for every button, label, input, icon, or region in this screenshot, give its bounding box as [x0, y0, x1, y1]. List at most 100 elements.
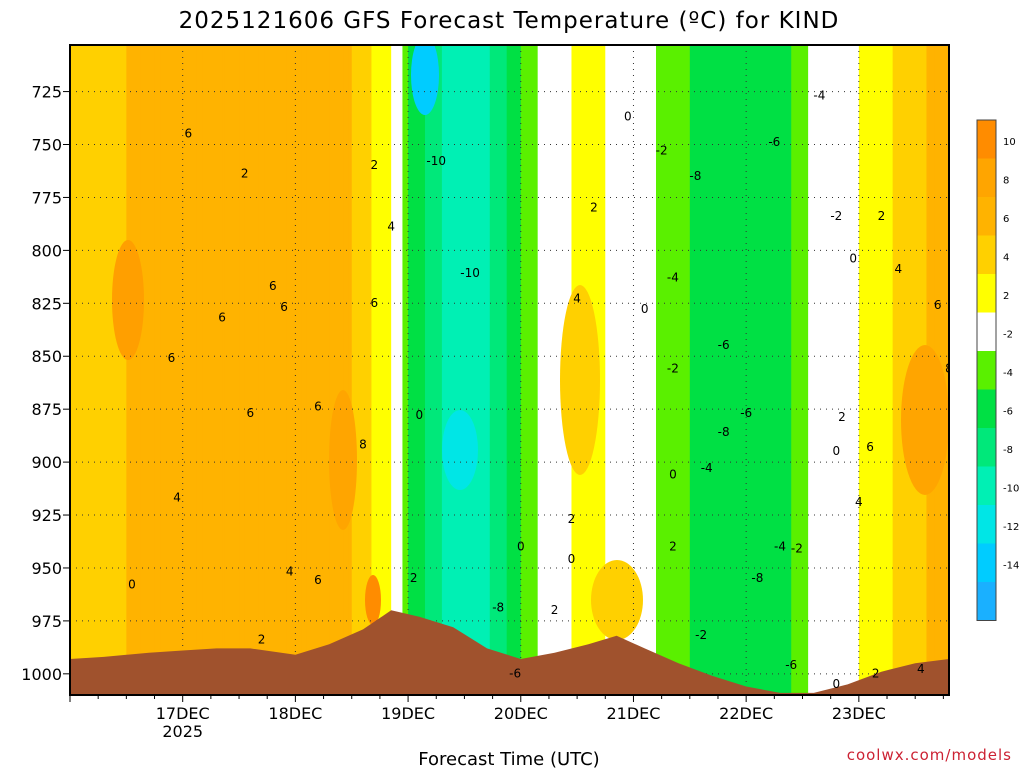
- contour-label: 0: [669, 467, 677, 481]
- temperature-band: [622, 45, 626, 695]
- temperature-band: [171, 45, 175, 695]
- credit-link[interactable]: coolwx.com/models: [847, 746, 1012, 764]
- contour-label: -4: [667, 270, 679, 284]
- contour-label: 0: [568, 552, 576, 566]
- colorbar-swatch: [977, 582, 996, 621]
- temperature-band: [326, 45, 330, 695]
- temperature-band: [450, 45, 454, 695]
- temperature-band: [608, 45, 612, 695]
- y-tick-label: 825: [31, 294, 62, 313]
- temperature-band: [95, 45, 99, 695]
- temperature-band: [103, 45, 108, 695]
- temperature-band: [515, 45, 519, 695]
- temperature-band: [81, 45, 85, 695]
- temperature-band: [137, 45, 142, 695]
- x-axis-label: Forecast Time (UTC): [418, 749, 599, 768]
- y-tick-label: 950: [31, 559, 62, 578]
- temperature-band: [210, 45, 215, 695]
- temperature-band: [160, 45, 164, 695]
- temperature-band: [323, 45, 327, 695]
- temperature-band: [72, 45, 77, 695]
- temperature-band: [115, 45, 119, 695]
- temperature-band: [878, 45, 882, 695]
- temperature-band: [743, 45, 747, 695]
- temperature-band: [492, 45, 497, 695]
- temperature-band: [309, 45, 313, 695]
- contour-label: -4: [701, 461, 713, 475]
- temperature-band: [664, 45, 668, 695]
- temperature-band: [303, 45, 308, 695]
- temperature-band: [901, 45, 905, 695]
- temperature-band: [647, 45, 651, 695]
- temperature-band: [520, 45, 525, 695]
- temperature-band: [377, 45, 381, 695]
- temperature-band: [763, 45, 767, 695]
- contour-label: -8: [492, 601, 504, 615]
- temperature-band: [616, 45, 620, 695]
- temperature-band: [791, 45, 795, 695]
- temperature-band: [255, 45, 260, 695]
- y-tick-label: 775: [31, 188, 62, 207]
- temperature-band: [109, 45, 113, 695]
- colorbar-tick-label: -12: [1003, 522, 1019, 533]
- temperature-band: [768, 45, 773, 695]
- temperature-band: [726, 45, 730, 695]
- temperature-band: [284, 45, 288, 695]
- temperature-band: [715, 45, 719, 695]
- temperature-band: [782, 45, 787, 695]
- temperature-band: [315, 45, 319, 695]
- temperature-band: [656, 45, 660, 695]
- temperature-band: [399, 45, 404, 695]
- temperature-band: [413, 45, 418, 695]
- temperature-band: [548, 45, 553, 695]
- temperature-band: [320, 45, 325, 695]
- temperature-band: [143, 45, 147, 695]
- colorbar-frame: [976, 119, 997, 621]
- temperature-band: [658, 45, 663, 695]
- temperature-band: [461, 45, 466, 695]
- contour-label: 2: [258, 633, 266, 647]
- temperature-band: [379, 45, 384, 695]
- temperature-band: [168, 45, 173, 695]
- contour-label: -6: [718, 338, 730, 352]
- temperature-band: [765, 45, 770, 695]
- temperature-band: [185, 45, 189, 695]
- temperature-band: [433, 45, 437, 695]
- temperature-band: [281, 45, 285, 695]
- contour-label: -8: [718, 425, 730, 439]
- temperature-band: [332, 45, 336, 695]
- temperature-band: [703, 45, 708, 695]
- temperature-band: [157, 45, 161, 695]
- temperature-band: [306, 45, 311, 695]
- temperature-band: [439, 45, 443, 695]
- temperature-band: [475, 45, 480, 695]
- temperature-band: [410, 45, 415, 695]
- y-tick-label: 925: [31, 506, 62, 525]
- temperature-band: [424, 45, 429, 695]
- temperature-band: [131, 45, 136, 695]
- y-tick-label: 850: [31, 347, 62, 366]
- temperature-band: [188, 45, 192, 695]
- x-tick-label: 18DEC: [268, 704, 322, 723]
- temperature-band: [467, 45, 471, 695]
- colorbar-swatch: [977, 466, 996, 505]
- temperature-band: [523, 45, 528, 695]
- colorbar-swatch: [977, 505, 996, 544]
- temperature-band: [162, 45, 167, 695]
- temperature-band: [802, 45, 806, 695]
- contour-label: -6: [740, 406, 752, 420]
- temperature-band: [641, 45, 646, 695]
- temperature-band: [540, 45, 544, 695]
- temperature-band: [830, 45, 835, 695]
- colorbar-tick-label: -14: [1003, 561, 1019, 572]
- contour-label: 2: [669, 539, 677, 553]
- colorbar-tick-label: -4: [1003, 368, 1013, 379]
- temperature-band: [636, 45, 640, 695]
- temperature-band: [365, 45, 370, 695]
- contour-label: 6: [218, 311, 226, 325]
- temperature-band: [889, 45, 894, 695]
- contour-label: -2: [667, 361, 679, 375]
- contour-label: 2: [370, 158, 378, 172]
- temperature-band: [289, 45, 294, 695]
